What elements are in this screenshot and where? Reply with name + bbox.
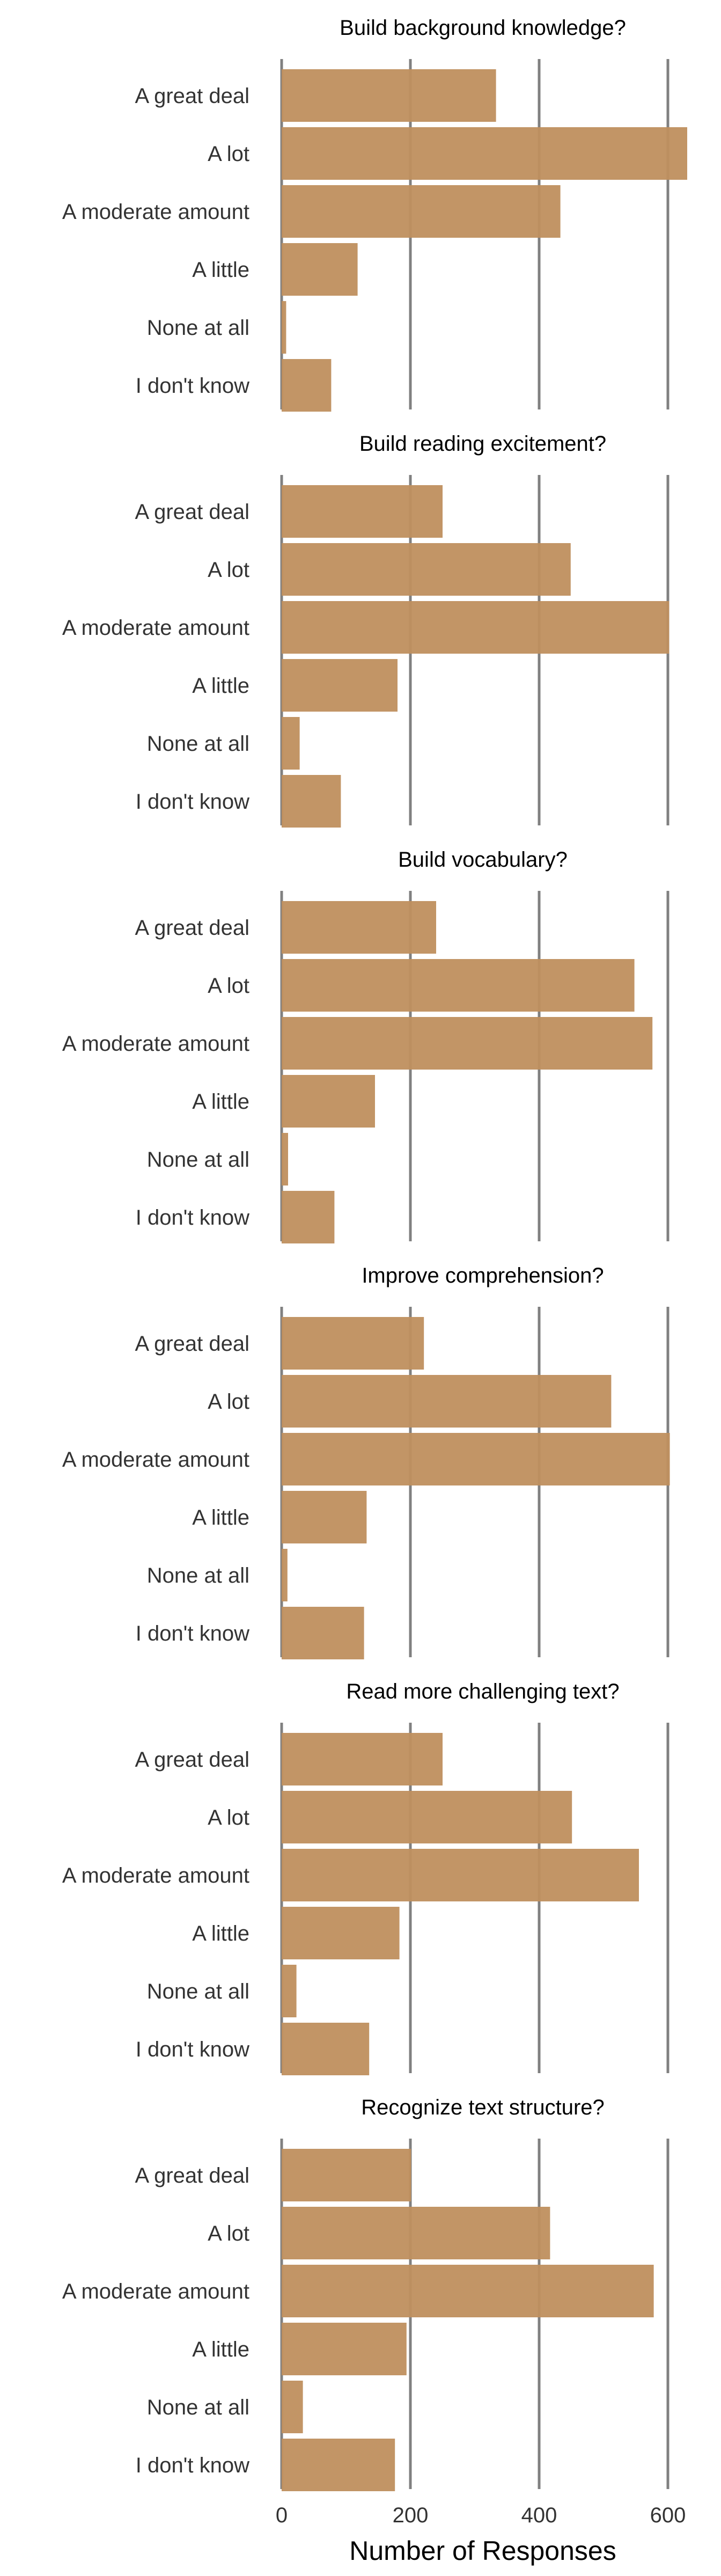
x-axis: 0 200 400 600 xyxy=(276,2504,686,2527)
bar xyxy=(282,1733,443,1785)
bar xyxy=(282,1133,288,1185)
bar xyxy=(282,2323,407,2375)
category-label: A lot xyxy=(208,558,249,582)
category-label: A lot xyxy=(208,1806,249,1829)
category-label: A little xyxy=(192,1506,249,1529)
bar xyxy=(282,1075,375,1128)
category-label: A moderate amount xyxy=(62,1864,249,1887)
category-label: A great deal xyxy=(135,1748,250,1772)
bar xyxy=(282,2207,550,2259)
bar xyxy=(282,775,341,828)
category-label: None at all xyxy=(147,1148,249,1172)
chart-panels: Build background knowledge? A great deal A… xyxy=(62,16,687,2491)
bar xyxy=(282,185,561,238)
x-tick-label: 0 xyxy=(276,2504,288,2527)
category-label: A great deal xyxy=(135,916,250,940)
chart-panel: Build reading excitement? A great deal A l… xyxy=(62,432,670,828)
category-label: A moderate amount xyxy=(62,2280,249,2303)
category-label: None at all xyxy=(147,2396,249,2419)
category-label: None at all xyxy=(147,316,249,340)
category-label: A great deal xyxy=(135,500,250,524)
bar xyxy=(282,2023,369,2075)
category-label: None at all xyxy=(147,732,249,756)
chart-panel: Recognize text structure? A great deal A l… xyxy=(62,2096,668,2491)
bar xyxy=(282,1791,572,1843)
category-label: A great deal xyxy=(135,84,250,108)
chart-panel: Build vocabulary? A great deal A lot A mode… xyxy=(62,848,668,1243)
category-label: A lot xyxy=(208,1390,249,1414)
bar xyxy=(282,2439,395,2491)
category-label: A moderate amount xyxy=(62,200,249,224)
bar xyxy=(282,2265,654,2317)
bar xyxy=(282,901,436,954)
bar xyxy=(282,659,398,712)
bar xyxy=(282,543,571,596)
bar xyxy=(282,601,669,654)
bar xyxy=(282,1849,639,1901)
category-label: A little xyxy=(192,674,249,698)
bar xyxy=(282,243,358,296)
bar xyxy=(282,959,635,1012)
bar xyxy=(282,2149,411,2201)
category-label: A lot xyxy=(208,142,249,166)
bar xyxy=(282,485,443,538)
category-label: A little xyxy=(192,258,249,282)
category-label: A little xyxy=(192,1090,249,1114)
category-label: I don't know xyxy=(136,790,249,814)
bar xyxy=(282,301,286,354)
category-label: A lot xyxy=(208,2222,249,2245)
category-label: A little xyxy=(192,1922,249,1945)
chart-panel: Build background knowledge? A great deal A… xyxy=(62,16,687,412)
bar xyxy=(282,1965,297,2017)
category-label: A moderate amount xyxy=(62,616,249,640)
panel-title: Recognize text structure? xyxy=(361,2096,605,2119)
bar xyxy=(282,1433,670,1485)
bar xyxy=(282,1317,424,1370)
panel-title: Build reading excitement? xyxy=(359,432,606,456)
x-tick-label: 600 xyxy=(650,2504,686,2527)
category-label: None at all xyxy=(147,1980,249,2003)
category-label: A great deal xyxy=(135,2164,250,2187)
bar xyxy=(282,1607,364,1659)
panel-title: Build vocabulary? xyxy=(398,848,568,872)
chart-panel: Improve comprehension? A great deal A lot A… xyxy=(62,1264,670,1659)
bar xyxy=(282,359,331,412)
bar xyxy=(282,127,687,180)
chart-panel: Read more challenging text? A great deal A… xyxy=(62,1680,668,2075)
category-label: A moderate amount xyxy=(62,1448,249,1472)
bar xyxy=(282,1907,400,1959)
bar xyxy=(282,1375,611,1428)
category-label: I don't know xyxy=(136,374,249,398)
category-label: I don't know xyxy=(136,2454,249,2477)
category-label: A great deal xyxy=(135,1332,250,1356)
bar xyxy=(282,1017,652,1070)
bar xyxy=(282,1549,288,1601)
bar xyxy=(282,1191,334,1243)
bar xyxy=(282,2381,303,2433)
bar xyxy=(282,69,496,122)
bar xyxy=(282,717,300,770)
category-label: I don't know xyxy=(136,1206,249,1230)
category-label: A lot xyxy=(208,974,249,998)
category-label: I don't know xyxy=(136,1622,249,1645)
category-label: A little xyxy=(192,2338,249,2361)
x-axis-label: Number of Responses xyxy=(349,2536,616,2566)
panel-title: Build background knowledge? xyxy=(340,16,626,40)
panel-title: Improve comprehension? xyxy=(362,1264,604,1287)
x-tick-label: 400 xyxy=(521,2504,557,2527)
category-label: I don't know xyxy=(136,2038,249,2061)
category-label: A moderate amount xyxy=(62,1032,249,1056)
bar xyxy=(282,1491,366,1543)
category-label: None at all xyxy=(147,1564,249,1587)
x-tick-label: 200 xyxy=(393,2504,429,2527)
panel-title: Read more challenging text? xyxy=(346,1680,619,1703)
